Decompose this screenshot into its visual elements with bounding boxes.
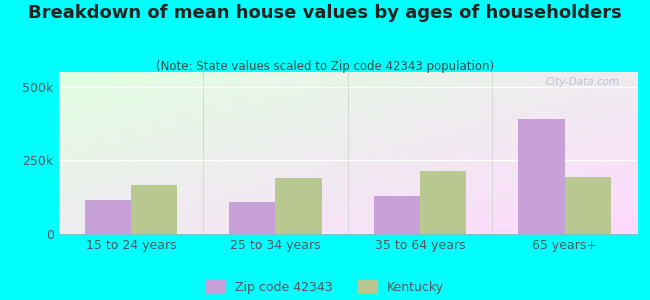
Text: (Note: State values scaled to Zip code 42343 population): (Note: State values scaled to Zip code 4… (156, 60, 494, 73)
Legend: Zip code 42343, Kentucky: Zip code 42343, Kentucky (207, 280, 443, 294)
Bar (276, 178, 322, 234)
Bar (84, 200, 131, 234)
Bar (131, 185, 177, 234)
Text: Breakdown of mean house values by ages of householders: Breakdown of mean house values by ages o… (28, 4, 622, 22)
Text: City-Data.com: City-Data.com (545, 77, 619, 87)
Bar (519, 119, 565, 234)
Bar (229, 202, 276, 234)
Bar (420, 171, 466, 234)
Bar (374, 196, 420, 234)
Bar (565, 177, 611, 234)
